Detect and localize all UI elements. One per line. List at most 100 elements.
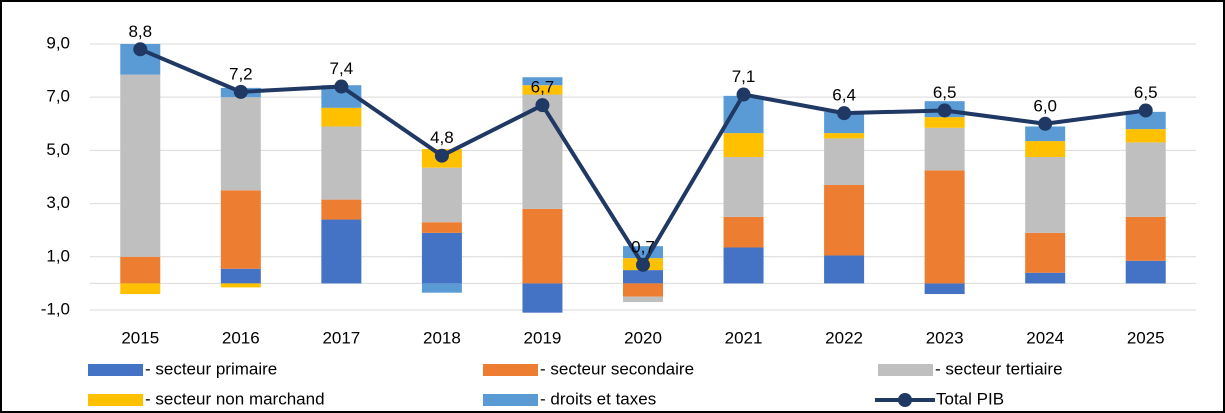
data-label: 7,1 <box>732 67 756 86</box>
total-marker <box>434 148 449 163</box>
legend-label: - secteur non marchand <box>145 389 325 408</box>
bar-segment <box>723 157 764 217</box>
bar-segment <box>321 126 362 200</box>
data-label: 8,8 <box>128 22 152 41</box>
data-label: 6,5 <box>1134 83 1158 102</box>
x-tick-label: 2023 <box>926 328 964 347</box>
total-marker <box>334 79 349 94</box>
bar-segment <box>321 85 362 108</box>
bar-segment <box>723 133 764 158</box>
bar-segment <box>824 111 865 134</box>
data-label: 6,0 <box>1033 96 1057 115</box>
total-marker <box>535 98 550 113</box>
bar-segment <box>1025 157 1066 233</box>
bar-segment <box>421 167 462 223</box>
bar-segment <box>1125 142 1166 217</box>
total-marker <box>837 106 852 121</box>
x-tick-label: 2015 <box>121 328 159 347</box>
bar-segment <box>1125 260 1166 284</box>
x-tick-label: 2019 <box>524 328 562 347</box>
bar-segment <box>824 138 865 185</box>
legend-swatch <box>88 394 143 406</box>
bar-segment <box>1025 232 1066 273</box>
bar-segment <box>220 283 261 288</box>
bar-segment <box>623 246 663 259</box>
total-marker <box>1138 103 1153 118</box>
y-tick-label: 7,0 <box>46 87 70 106</box>
total-marker <box>736 87 751 102</box>
y-tick-label: 5,0 <box>46 140 70 159</box>
total-marker <box>133 42 148 57</box>
data-label: 6,5 <box>933 83 957 102</box>
x-tick-label: 2022 <box>825 328 863 347</box>
bar-segment <box>421 232 462 284</box>
total-marker <box>1038 116 1053 131</box>
legend-swatch <box>878 364 933 376</box>
bar-segment <box>1125 111 1166 130</box>
data-label: 0,7 <box>631 237 655 256</box>
data-label: 7,2 <box>229 64 253 83</box>
bar-segment <box>220 268 261 284</box>
bar-segment <box>220 97 261 191</box>
bar-segment <box>522 283 563 313</box>
bar-segment <box>120 283 161 295</box>
y-tick-label: 1,0 <box>46 246 70 265</box>
legend-marker <box>898 393 912 407</box>
legend-label: Total PIB <box>936 389 1004 408</box>
legend-label: - secteur secondaire <box>540 359 694 378</box>
bar-segment <box>321 107 362 127</box>
bar-segment <box>623 283 663 297</box>
x-tick-label: 2017 <box>322 328 360 347</box>
data-label: 6,4 <box>832 86 856 105</box>
x-tick-label: 2020 <box>624 328 662 347</box>
bar-segment <box>421 283 462 293</box>
data-label: 4,8 <box>430 128 454 147</box>
bar-segment <box>421 222 462 233</box>
data-label: 6,7 <box>531 78 555 97</box>
bar-segment <box>924 117 965 128</box>
legend-label: - secteur tertiaire <box>935 359 1063 378</box>
total-marker <box>233 84 248 99</box>
bar-segment <box>1025 141 1066 158</box>
bar-segment <box>120 256 161 284</box>
bar-segment <box>824 184 865 256</box>
bar-segment <box>824 255 865 284</box>
bar-segment <box>120 74 161 257</box>
x-tick-label: 2025 <box>1127 328 1165 347</box>
legend-label: - droits et taxes <box>540 389 656 408</box>
legend-label: - secteur primaire <box>145 359 277 378</box>
bar-segment <box>220 190 261 269</box>
bar-segment <box>522 85 563 95</box>
bar-segment <box>924 170 965 284</box>
bar-segment <box>1125 216 1166 261</box>
bar-segment <box>623 270 663 284</box>
legend-swatch <box>483 394 538 406</box>
x-tick-label: 2021 <box>725 328 763 347</box>
bar-segment <box>1025 126 1066 142</box>
total-marker <box>937 103 952 118</box>
legend-swatch <box>483 364 538 376</box>
bar-segment <box>924 127 965 171</box>
total-marker <box>636 257 650 272</box>
bar-segment <box>522 208 563 284</box>
x-tick-label: 2016 <box>222 328 260 347</box>
bar-segment <box>1025 272 1066 284</box>
y-tick-label: 3,0 <box>46 193 70 212</box>
bar-segment <box>1125 129 1166 143</box>
data-label: 7,4 <box>330 59 354 78</box>
x-tick-label: 2018 <box>423 328 461 347</box>
bar-segment <box>723 216 764 248</box>
bar-segment <box>723 247 764 284</box>
bar-segment <box>321 219 362 284</box>
bar-segment <box>522 77 563 86</box>
bar-segment <box>623 296 663 303</box>
bar-segment <box>824 133 865 139</box>
y-tick-label: -1,0 <box>41 299 70 318</box>
legend-swatch <box>88 364 143 376</box>
y-tick-label: 9,0 <box>46 33 70 52</box>
bar-segment <box>321 199 362 220</box>
bar-segment <box>924 283 965 295</box>
x-tick-label: 2024 <box>1026 328 1064 347</box>
